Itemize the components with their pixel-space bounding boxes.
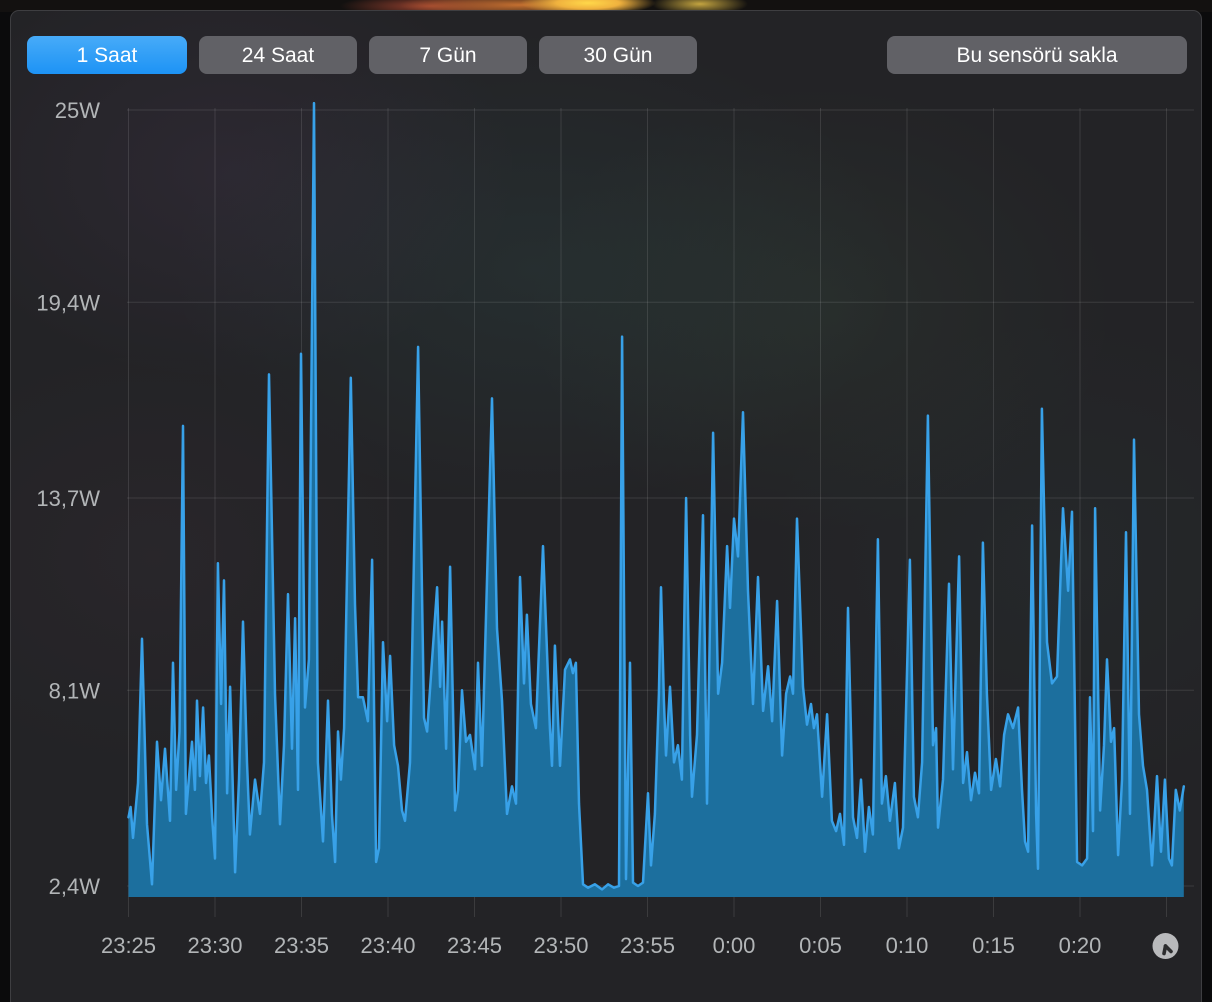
x-axis-label: 0:00 xyxy=(713,933,756,958)
grid-layer xyxy=(127,108,1194,917)
x-axis-label: 23:55 xyxy=(620,933,675,958)
x-axis-label: 23:40 xyxy=(360,933,415,958)
x-axis-label: 23:25 xyxy=(101,933,156,958)
axis-label-layer: 25W 19,4W 13,7W 8,1W 2,4W 23:25 23:30 23:35 23:4… xyxy=(36,98,1101,958)
x-axis-label: 23:45 xyxy=(447,933,502,958)
y-axis-label: 19,4W xyxy=(36,290,100,315)
time-range-button-1h[interactable]: 1 Saat xyxy=(27,36,187,74)
x-axis-label: 23:35 xyxy=(274,933,329,958)
x-axis-label: 0:05 xyxy=(799,933,842,958)
hide-sensor-button[interactable]: Bu sensörü sakla xyxy=(887,36,1187,74)
time-range-button-1h-label: 1 Saat xyxy=(76,43,138,67)
time-range-button-24h-label: 24 Saat xyxy=(241,43,315,67)
y-axis-label: 13,7W xyxy=(36,486,100,511)
series-layer xyxy=(127,101,1186,898)
x-axis-label: 23:30 xyxy=(187,933,242,958)
y-axis-label: 8,1W xyxy=(49,678,101,703)
x-axis-label: 0:20 xyxy=(1059,933,1102,958)
time-range-button-7d[interactable]: 7 Gün xyxy=(369,36,527,74)
x-axis-label: 23:50 xyxy=(533,933,588,958)
time-range-button-7d-label: 7 Gün xyxy=(419,43,477,67)
hide-sensor-button-label: Bu sensörü sakla xyxy=(956,43,1118,67)
desktop-wallpaper-strip xyxy=(0,0,1212,12)
series-line xyxy=(127,101,1186,891)
time-range-button-24h[interactable]: 24 Saat xyxy=(199,36,357,74)
y-axis-label: 25W xyxy=(55,98,100,123)
clock-icon[interactable] xyxy=(1152,933,1179,959)
x-axis-label: 0:10 xyxy=(886,933,929,958)
time-range-button-30d-label: 30 Gün xyxy=(583,43,653,67)
x-axis-label: 0:15 xyxy=(972,933,1015,958)
time-range-button-30d[interactable]: 30 Gün xyxy=(539,36,697,74)
y-axis-label: 2,4W xyxy=(49,874,101,899)
